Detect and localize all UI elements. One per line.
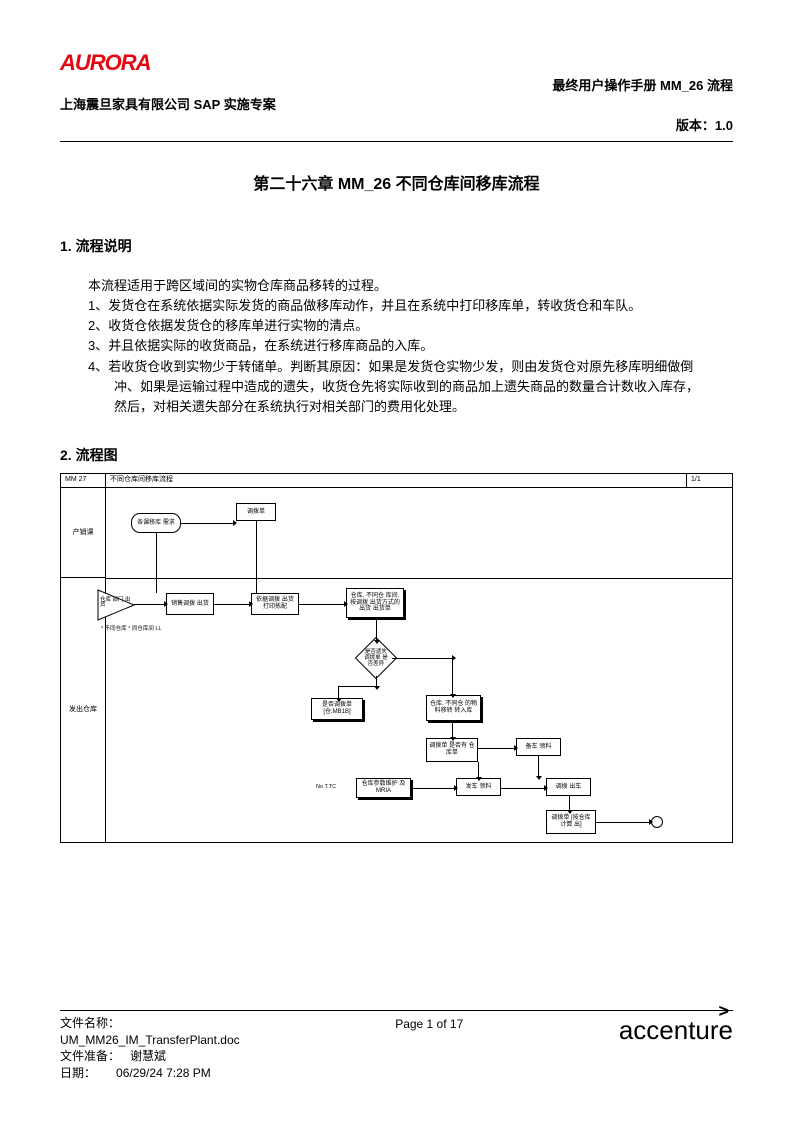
footer-metadata: 文件名称： UM_MM26_IM_TransferPlant.doc 文件准备：… [60, 1015, 240, 1082]
page-number: Page 1 of 17 [240, 1015, 619, 1031]
item2-text: 2、收货仓依据发货仓的移库单进行实物的清点。 [88, 318, 368, 333]
fc-header-code: MM 27 [61, 474, 106, 487]
header-divider [60, 141, 733, 142]
node-n3-triangle: 仓库 部门 出货 [96, 588, 136, 625]
node-n10: 备车 领料 [516, 738, 561, 756]
node-n13: 调拨 出车 [546, 778, 591, 796]
flowchart-canvas: 各课移库 需求 调拨单 仓库 部门 出货 * 不同仓库 * 同仓库间 LL 销售… [106, 488, 732, 842]
page-footer: 文件名称： UM_MM26_IM_TransferPlant.doc 文件准备：… [60, 1010, 733, 1082]
intro-text: 本流程适用于跨区域间的实物仓库商品移转的过程。 [88, 278, 387, 293]
item4-text: 4、若收货仓收到实物少于转储单。判断其原因：如果是发货仓实物少发，则由发货仓对原… [88, 359, 693, 374]
manual-title: 最终用户操作手册 MM_26 流程 [552, 75, 733, 94]
item3-text: 3、并且依据实际的收货商品，在系统进行移库商品的入库。 [88, 338, 433, 353]
node-n2: 调拨单 [236, 503, 276, 521]
node-n4: 销售调拨 出货 [166, 593, 214, 615]
lane1-label: 产销课 [61, 488, 105, 578]
preparer-value: 谢慧斌 [130, 1049, 166, 1063]
node-n5: 依据调拨 出货 打印拣配 [251, 593, 299, 615]
preparer-label: 文件准备： [60, 1049, 120, 1063]
node-n9: 调拨单 是否有 仓库单 [426, 738, 478, 762]
node-n8: 仓库. 不同仓 的物料移转 转入库 [426, 695, 481, 721]
item4b-text: 冲、如果是运输过程中造成的遗失，收货仓先将实际收到的商品加上遗失商品的数量合计数… [88, 377, 733, 397]
version-label: 版本：1.0 [676, 115, 733, 134]
section1-heading: 1. 流程说明 [60, 236, 733, 256]
flowchart-header: MM 27 不同仓库间移库流程 1/1 [61, 474, 732, 488]
node-n11: 仓库参数维护 及 MRIA [356, 778, 411, 798]
chapter-title: 第二十六章 MM_26 不同仓库间移库流程 [60, 170, 733, 194]
section1-body: 本流程适用于跨区域间的实物仓库商品移转的过程。 1、发货仓在系统依据实际发货的商… [88, 276, 733, 417]
node-n3-note: * 不同仓库 * 同仓库间 LL [101, 626, 162, 632]
date-value: 06/29/24 7:28 PM [116, 1066, 211, 1080]
note-left: No T.TC [316, 784, 336, 790]
date-label: 日期： [60, 1066, 96, 1080]
accenture-logo: accenture [619, 1015, 733, 1046]
footer-divider [60, 1010, 733, 1011]
flowchart: MM 27 不同仓库间移库流程 1/1 产销课 发出仓库 各课移库 需求 调拨单… [60, 473, 733, 843]
node-n1: 各课移库 需求 [131, 513, 181, 533]
fc-header-title: 不同仓库间移库流程 [106, 474, 687, 487]
node-n6: 仓库. 不同仓 库间. 按调拨 出货方式的出货 出货单 [346, 588, 404, 618]
item1-text: 1、发货仓在系统依据实际发货的商品做移库动作，并且在系统中打印移库单，转收货仓和… [88, 298, 641, 313]
filename-label: 文件名称： [60, 1016, 120, 1030]
aurora-logo: AURORA [60, 50, 733, 76]
fc-header-page: 1/1 [687, 474, 732, 487]
item4c-text: 然后，对相关遗失部分在系统执行对相关部门的费用化处理。 [88, 397, 733, 417]
filename-value: UM_MM26_IM_TransferPlant.doc [60, 1033, 240, 1047]
section2-heading: 2. 流程图 [60, 445, 733, 465]
company-subtitle: 上海震旦家具有限公司 SAP 实施专案 [60, 94, 733, 113]
